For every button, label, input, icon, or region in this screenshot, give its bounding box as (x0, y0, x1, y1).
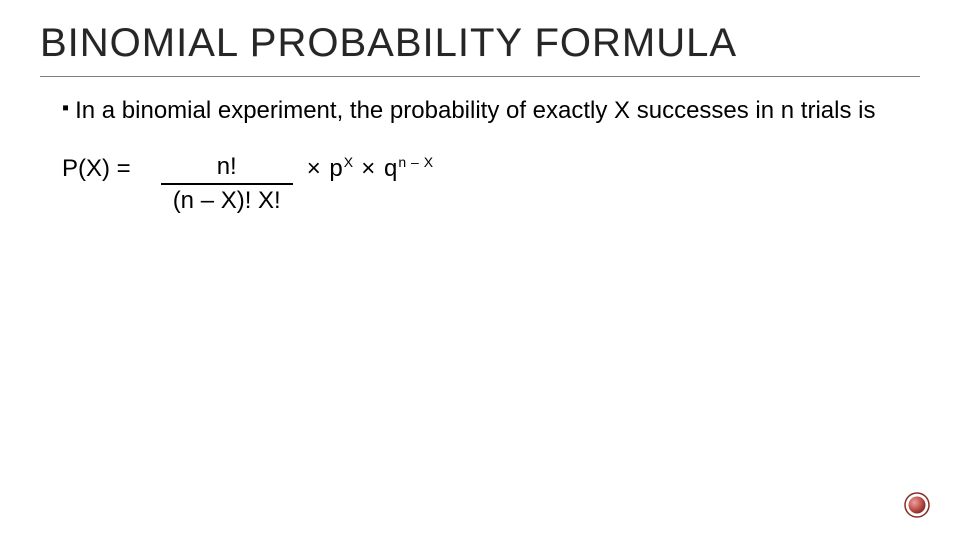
bullet-item: ▪ In a binomial experiment, the probabil… (62, 95, 900, 127)
formula-lhs: P(X) = (62, 153, 131, 184)
slide: BINOMIAL PROBABILITY FORMULA ▪ In a bino… (0, 0, 960, 540)
formula-tail: × pX × qn – X (307, 153, 434, 184)
title-rule (40, 76, 920, 77)
times-2: × (354, 155, 384, 182)
bullet-text: In a binomial experiment, the probabilit… (75, 95, 875, 127)
formula-fraction: n! (n – X)! X! (161, 153, 293, 215)
p-base: p (329, 155, 343, 182)
q-base: q (384, 155, 398, 182)
formula-denominator: (n – X)! X! (161, 183, 293, 215)
slide-title: BINOMIAL PROBABILITY FORMULA (40, 20, 920, 66)
times-1: × (307, 155, 330, 182)
formula-numerator: n! (177, 153, 277, 183)
p-exponent: X (344, 154, 354, 170)
corner-decor-icon (904, 492, 930, 518)
formula: P(X) = n! (n – X)! X! × pX × qn – X (62, 153, 900, 215)
q-exponent: n – X (398, 154, 433, 170)
bullet-marker: ▪ (62, 95, 69, 122)
slide-content: ▪ In a binomial experiment, the probabil… (40, 95, 920, 215)
